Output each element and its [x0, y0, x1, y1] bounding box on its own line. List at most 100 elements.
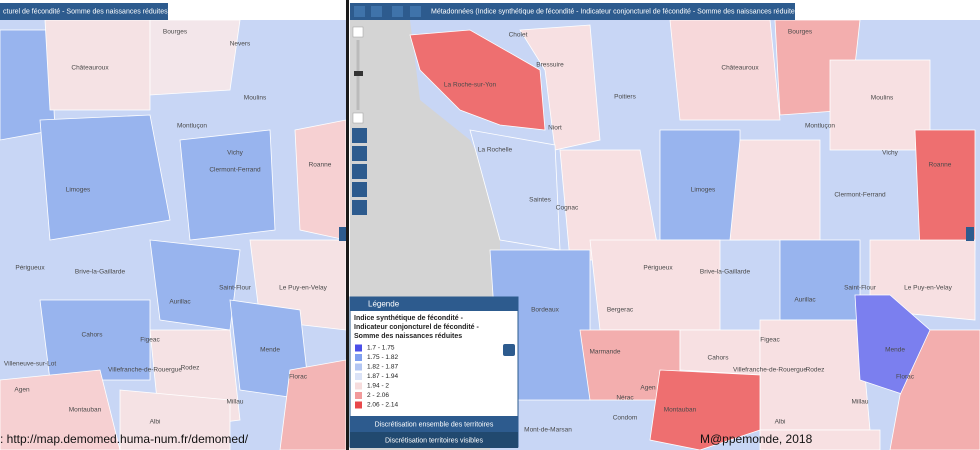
place-label: Agen: [14, 387, 30, 394]
place-label: Cognac: [556, 205, 579, 212]
place-labels: Cholet La Roche-sur-Yon Bressuire Niort Poit…: [444, 29, 953, 434]
place-label: Rodez: [181, 365, 200, 372]
tool-button[interactable]: [352, 164, 367, 179]
place-label: Poitiers: [614, 94, 636, 101]
region[interactable]: [409, 29, 546, 131]
legend-title-text: Indice synthétique de fécondité -Indicat…: [354, 315, 480, 340]
legend-class-label: 2.06 - 2.14: [367, 402, 398, 409]
zoom-in[interactable]: [352, 26, 364, 38]
region[interactable]: [589, 239, 721, 331]
panel-toggle[interactable]: [966, 227, 974, 241]
tool-button[interactable]: [352, 128, 367, 143]
place-label: Florac: [896, 374, 915, 381]
legend-header[interactable]: [350, 297, 518, 311]
place-label: Le Puy-en-Velay: [904, 285, 952, 292]
zoom-out[interactable]: [352, 112, 364, 124]
tool-button[interactable]: [371, 6, 382, 17]
region[interactable]: [669, 20, 781, 121]
place-label: Cholet: [509, 32, 528, 39]
place-label: Saint-Flour: [844, 285, 877, 292]
place-label: Villeneuve-sur-Lot: [4, 361, 56, 368]
tool-button[interactable]: [352, 200, 367, 215]
place-label: Villefranche-de-Rouergue: [733, 367, 807, 374]
zoom-handle[interactable]: [354, 71, 363, 76]
place-label: Niort: [548, 125, 562, 132]
place-label: Clermont-Ferrand: [834, 192, 886, 199]
tool-button[interactable]: [354, 6, 365, 17]
legend-swatch: [355, 373, 362, 380]
credit-text: M@ppemonde, 2018: [700, 432, 813, 446]
divider: [346, 0, 349, 450]
place-label: Figeac: [140, 337, 160, 344]
settings-button[interactable]: [503, 344, 515, 356]
place-label: Bressuire: [536, 62, 564, 69]
place-label: Millau: [227, 399, 244, 406]
legend-swatch: [355, 382, 362, 390]
legend-swatch: [355, 344, 362, 352]
toolbar-title[interactable]: Métadonnées (Indice synthétique de fécon…: [431, 8, 801, 15]
place-label: Moulins: [244, 95, 267, 102]
region[interactable]: [39, 299, 151, 381]
place-label: Montauban: [69, 407, 102, 414]
button-label: Discrétisation ensemble des territoires: [375, 421, 494, 428]
place-label: Rodez: [806, 367, 825, 374]
legend-title: Indice synthétique de fécondité -Indicat…: [354, 315, 480, 340]
region[interactable]: [39, 114, 171, 241]
place-label: Bordeaux: [531, 307, 560, 314]
place-label: Roanne: [929, 162, 952, 169]
toolbar-title: cturel de fécondité - Somme des naissanc…: [3, 8, 170, 15]
place-label: La Roche-sur-Yon: [444, 82, 497, 89]
region[interactable]: [889, 329, 980, 450]
place-label: Bourges: [163, 29, 188, 36]
place-label: Montauban: [664, 407, 697, 414]
place-label: Châteauroux: [721, 65, 759, 72]
panel-toggle[interactable]: [339, 227, 347, 241]
region[interactable]: [44, 20, 151, 111]
region[interactable]: [294, 119, 346, 241]
place-label: Moulins: [871, 95, 894, 102]
region[interactable]: [0, 369, 121, 450]
place-label: Mende: [885, 347, 905, 354]
place-label: Aurillac: [794, 297, 816, 304]
place-label: Montluçon: [177, 123, 207, 130]
legend-class-label: 2 - 2.06: [367, 392, 389, 399]
place-label: Marmande: [589, 349, 620, 356]
place-label: Villefranche-de-Rouergue: [108, 367, 182, 374]
legend-swatch: [355, 354, 362, 361]
place-label: Vichy: [882, 150, 899, 157]
left-map[interactable]: Bourges Nevers Châteauroux Moulins Montluçon…: [0, 20, 346, 450]
region[interactable]: [149, 20, 241, 96]
place-label: Albi: [150, 419, 161, 426]
place-label: Châteauroux: [71, 65, 109, 72]
tool-button[interactable]: [392, 6, 403, 17]
region[interactable]: [659, 129, 741, 241]
left-toolbar: [0, 3, 168, 20]
legend-swatch: [355, 363, 362, 371]
tool-button[interactable]: [352, 182, 367, 197]
region[interactable]: [729, 139, 821, 241]
button[interactable]: [350, 432, 518, 448]
right-toolbar: [350, 3, 795, 20]
place-label: Nérac: [616, 395, 634, 402]
region[interactable]: [519, 24, 601, 151]
legend-class-label: 1.7 - 1.75: [367, 345, 395, 352]
region[interactable]: [649, 369, 761, 450]
place-label: Figeac: [760, 337, 780, 344]
region[interactable]: [179, 129, 276, 241]
place-label: Saintes: [529, 197, 551, 204]
region[interactable]: [279, 359, 346, 450]
tool-button[interactable]: [410, 6, 421, 17]
place-label: Montluçon: [805, 123, 835, 130]
place-label: Clermont-Ferrand: [209, 167, 261, 174]
place-label: Saint-Flour: [219, 285, 252, 292]
place-label: Cahors: [708, 355, 730, 362]
place-label: Périgueux: [643, 265, 673, 272]
region[interactable]: [779, 239, 861, 321]
region[interactable]: [759, 429, 881, 450]
place-label: Florac: [289, 374, 308, 381]
region[interactable]: [119, 389, 231, 450]
button[interactable]: [350, 416, 518, 432]
tool-button[interactable]: [352, 146, 367, 161]
